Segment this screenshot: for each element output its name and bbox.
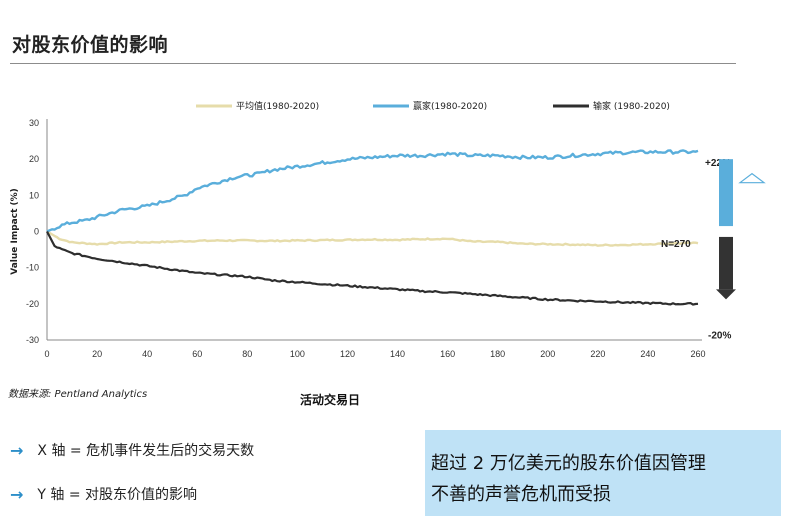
x-tick-label: 140 bbox=[390, 349, 405, 359]
y-tick-label: 20 bbox=[29, 154, 39, 164]
x-tick-label: 20 bbox=[92, 349, 102, 359]
page-title: 对股东价值的影响 bbox=[12, 34, 169, 56]
x-tick-label: 220 bbox=[590, 349, 605, 359]
y-tick-label: 30 bbox=[29, 118, 39, 128]
title-divider bbox=[10, 63, 736, 64]
bullet-x-axis: → X 轴 = 危机事件发生后的交易天数 bbox=[10, 440, 254, 460]
y-tick-label: 10 bbox=[29, 190, 39, 200]
x-tick-label: 260 bbox=[690, 349, 705, 359]
series-line-1 bbox=[46, 149, 699, 233]
y-axis-label: Value Impact (%) bbox=[10, 188, 20, 275]
callout-box: 超过 2 万亿美元的股东价值因管理 不善的声誉危机而受损 bbox=[425, 430, 781, 516]
arrow-right-icon: → bbox=[10, 484, 24, 504]
y-tick-label: 0 bbox=[34, 227, 39, 237]
x-tick-label: 200 bbox=[540, 349, 555, 359]
annotation-sample-size: N=270 bbox=[661, 239, 691, 250]
up-triangle-icon bbox=[738, 172, 766, 184]
data-source: 数据来源: Pentland Analytics bbox=[8, 389, 148, 400]
x-tick-label: 80 bbox=[242, 349, 252, 359]
winners-range-bar bbox=[719, 159, 733, 227]
x-axis-label: 活动交易日 bbox=[300, 393, 361, 407]
legend-label-0: 平均值(1980-2020) bbox=[236, 100, 319, 112]
y-tick-label: -30 bbox=[26, 335, 39, 345]
callout-line-1: 超过 2 万亿美元的股东价值因管理 bbox=[431, 453, 706, 474]
bullet-y-axis: → Y 轴 = 对股东价值的影响 bbox=[10, 484, 197, 504]
series-line-0 bbox=[46, 230, 699, 247]
y-tick-label: -10 bbox=[26, 263, 39, 273]
x-tick-label: 60 bbox=[192, 349, 202, 359]
x-tick-label: 160 bbox=[440, 349, 455, 359]
x-tick-label: 40 bbox=[142, 349, 152, 359]
series-line-2 bbox=[46, 230, 699, 306]
x-tick-label: 240 bbox=[640, 349, 655, 359]
callout-line-2: 不善的声誉危机而受损 bbox=[431, 484, 611, 505]
x-tick-label: 120 bbox=[340, 349, 355, 359]
x-tick-label: 0 bbox=[44, 349, 49, 359]
down-arrow-icon bbox=[716, 289, 736, 300]
annotation-losers: -20% bbox=[708, 331, 731, 342]
bullet-x-text: X 轴 = 危机事件发生后的交易天数 bbox=[37, 443, 255, 459]
x-tick-label: 100 bbox=[290, 349, 305, 359]
y-tick-label: -20 bbox=[26, 299, 39, 309]
arrow-right-icon: → bbox=[10, 440, 24, 460]
bullet-y-text: Y 轴 = 对股东价值的影响 bbox=[37, 487, 198, 503]
x-tick-label: 180 bbox=[490, 349, 505, 359]
legend-label-2: 输家 (1980-2020) bbox=[593, 100, 670, 112]
annotation-winners: +22% bbox=[705, 158, 731, 169]
losers-range-bar bbox=[719, 236, 733, 290]
legend-label-1: 赢家(1980-2020) bbox=[413, 100, 487, 112]
